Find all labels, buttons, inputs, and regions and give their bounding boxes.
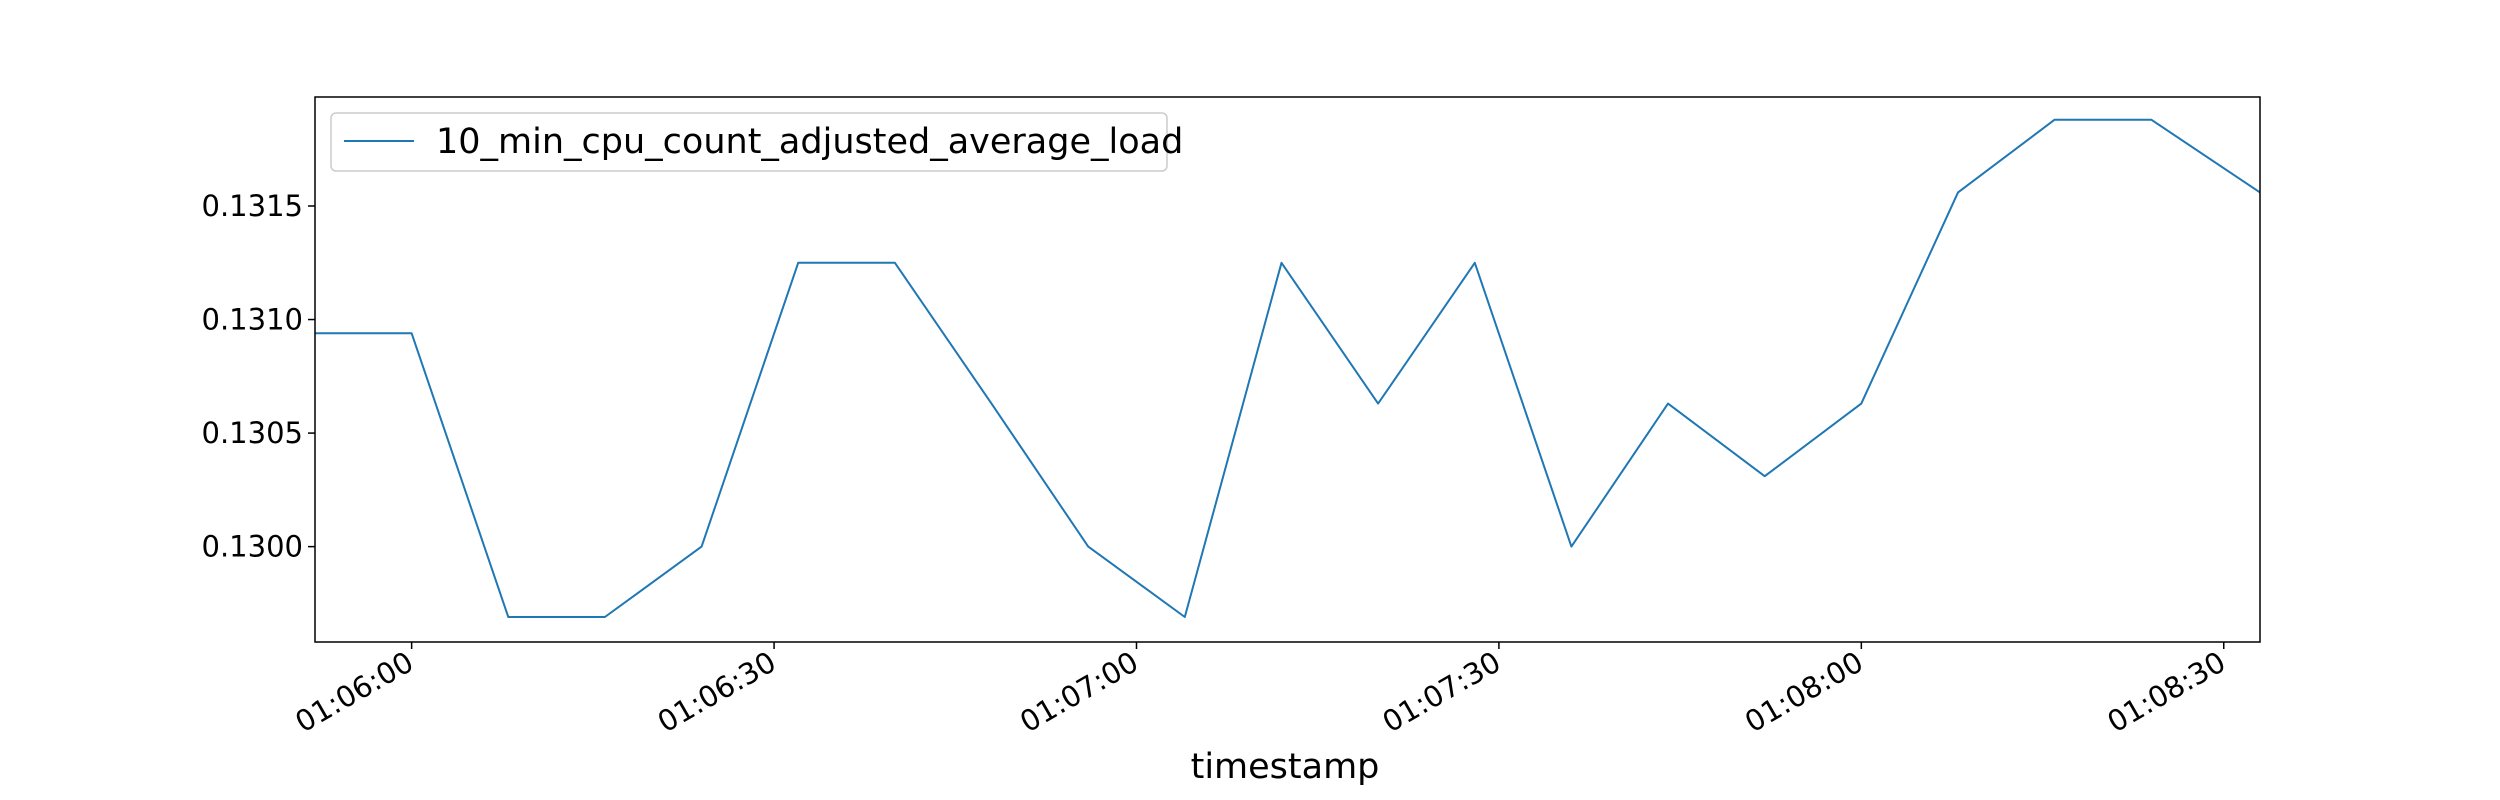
legend-label: 10_min_cpu_count_adjusted_average_load	[436, 122, 1183, 162]
x-tick-label: 01:08:00	[1739, 645, 1869, 740]
y-tick-label: 0.1300	[202, 530, 303, 564]
legend-frame	[330, 112, 1168, 172]
y-tick-label: 0.1315	[202, 189, 303, 223]
series-layer	[315, 118, 2261, 618]
x-tick-label: 01:06:00	[289, 645, 419, 740]
plot-area-frame	[314, 96, 2261, 643]
x-axis-title: timestamp	[1191, 747, 1380, 787]
x-tick-label: 01:07:00	[1014, 645, 1144, 740]
series-line-0	[315, 118, 2261, 618]
legend: 10_min_cpu_count_adjusted_average_load	[330, 112, 1183, 172]
x-tick-label: 01:06:30	[652, 645, 782, 740]
axis-ticks-layer: 01:06:00 01:06:30 01:07:00 01:07:30 01:08:00…	[202, 189, 2232, 739]
x-tick-label: 01:08:30	[2101, 645, 2231, 740]
y-tick-label: 0.1305	[202, 416, 303, 450]
x-tick-label: 01:07:30	[1377, 645, 1507, 740]
y-tick-label: 0.1310	[202, 303, 303, 337]
